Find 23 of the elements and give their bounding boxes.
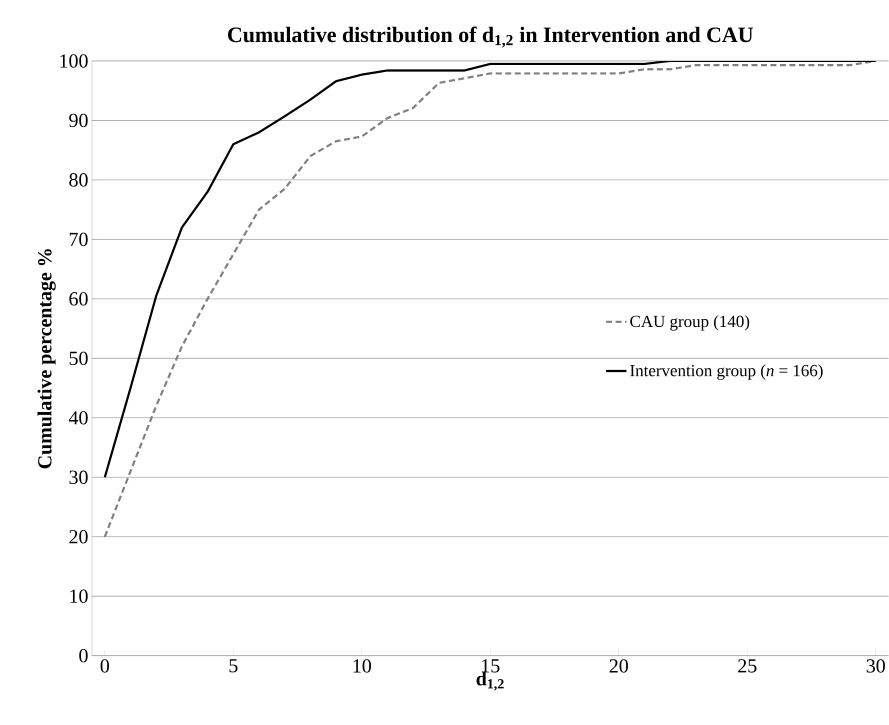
y-tick-label: 70 — [70, 232, 88, 246]
y-tick-label: 100 — [60, 54, 88, 68]
y-tick-label: 90 — [69, 114, 88, 128]
y-tick-label: 60 — [69, 292, 88, 306]
y-tick-label: 10 — [70, 590, 88, 604]
legend-label: CAU group (140) — [630, 315, 750, 331]
x-tick-label: 0 — [100, 659, 110, 673]
y-tick-label: 50 — [70, 352, 88, 366]
y-axis-title: Cumulative percentage % — [38, 249, 56, 469]
legend-label: Intervention group (n = 166) — [630, 364, 823, 380]
y-tick-label: 20 — [69, 530, 88, 544]
y-tick-label: 40 — [68, 411, 88, 425]
chart-title: Cumulative distribution of d$_{1,2}$ in Intervention and CAU — [228, 26, 754, 48]
x-tick-label: 15 — [482, 659, 500, 673]
x-tick-label: 5 — [229, 659, 238, 673]
y-tick-label: 30 — [69, 470, 88, 484]
y-tick-label: 80 — [69, 173, 88, 187]
y-tick-label: 0 — [79, 649, 88, 663]
x-tick-label: 30 — [866, 659, 885, 673]
x-axis-title: d$_{1,2}$ — [476, 672, 504, 691]
x-tick-label: 25 — [738, 659, 756, 673]
x-tick-label: 20 — [610, 659, 628, 673]
x-tick-label: 10 — [354, 659, 371, 673]
